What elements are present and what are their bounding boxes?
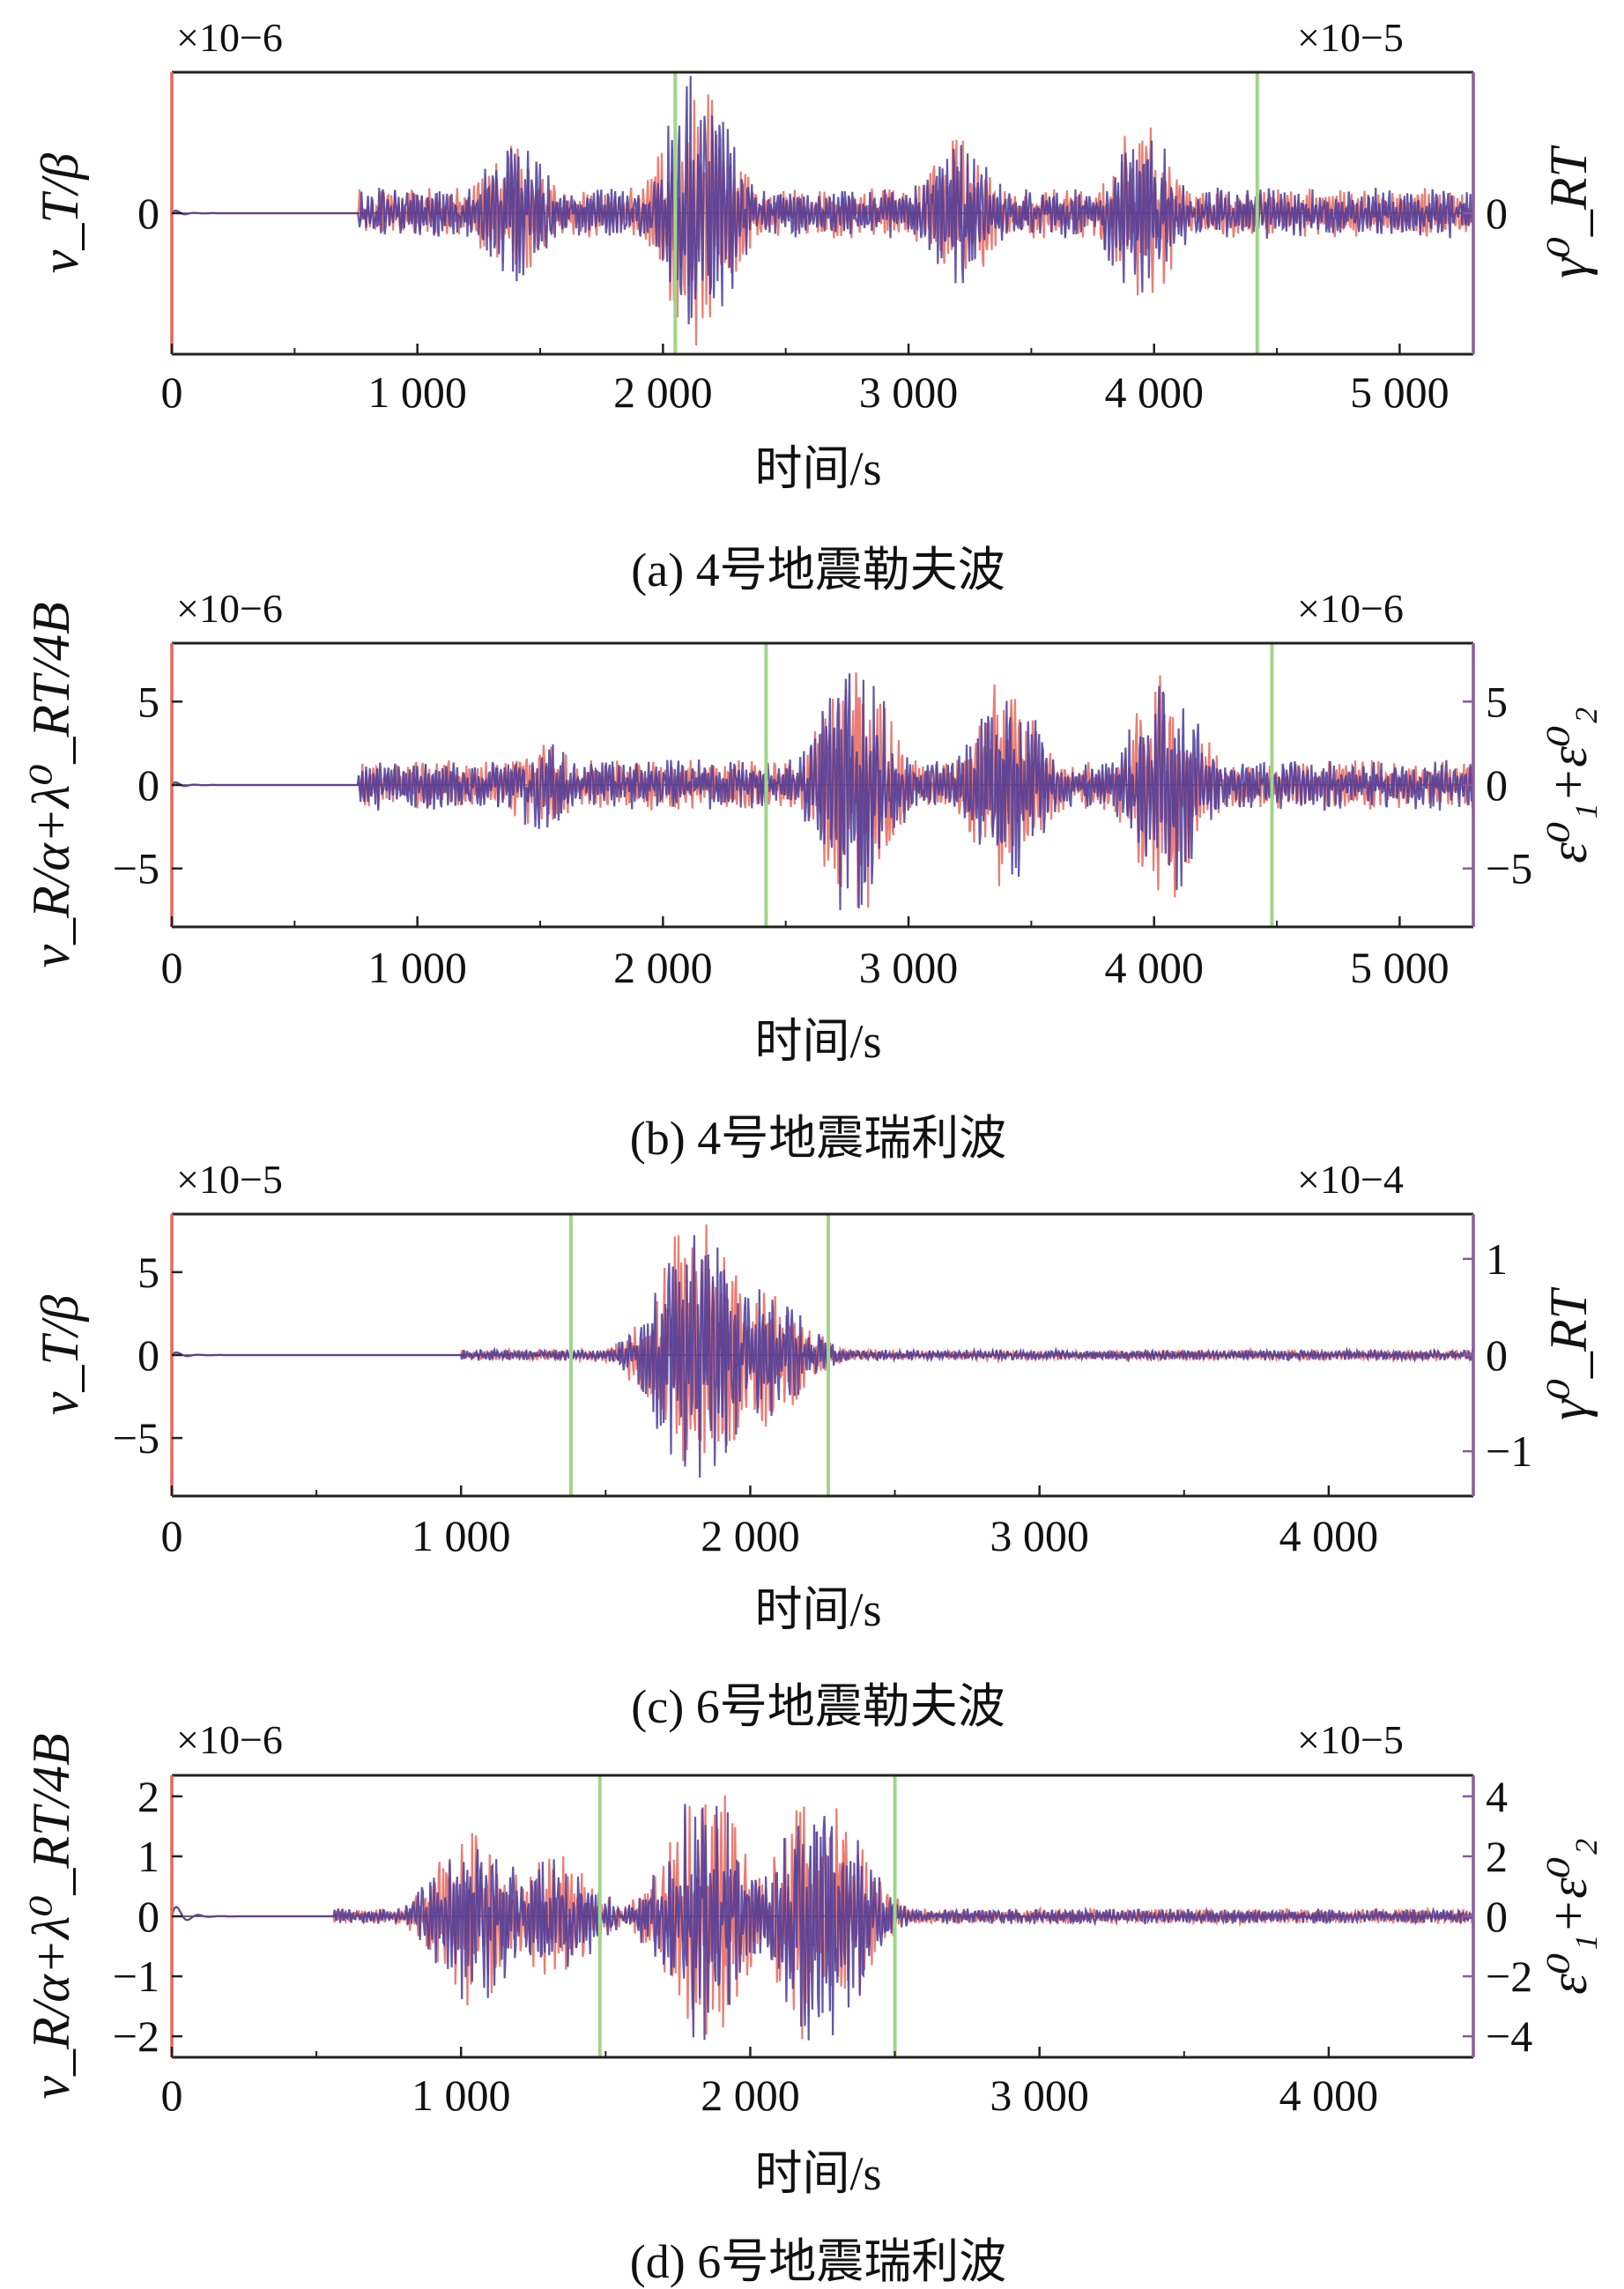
series-blue-line (172, 1234, 1473, 1478)
x-axis-label: 时间/s (754, 2147, 881, 2200)
y-axis-label-right: ε⁰₁+ε⁰₂ (1539, 707, 1598, 863)
series-blue-line (172, 673, 1473, 911)
x-tick-label: 0 (161, 943, 183, 992)
y-tick-label-left: −5 (113, 844, 159, 893)
y-tick-label-left: 0 (137, 760, 159, 810)
x-tick-label: 4 000 (1279, 1511, 1379, 1560)
y-tick-label-right: 5 (1486, 677, 1508, 726)
y-tick-label-right: 0 (1486, 760, 1508, 810)
series-blue-line (172, 1804, 1473, 2041)
right-axis-multiplier: ×10−5 (1297, 1717, 1404, 1762)
right-axis-multiplier: ×10−4 (1297, 1157, 1404, 1202)
x-tick-label: 1 000 (367, 367, 467, 417)
y-tick-label-left: 0 (137, 189, 159, 238)
y-tick-label-right: −4 (1486, 2011, 1532, 2061)
y-axis-label-right: γ⁰_RT (1539, 1287, 1598, 1420)
x-tick-label: 0 (161, 1511, 183, 1560)
x-tick-label: 2 000 (613, 367, 713, 417)
x-tick-label: 2 000 (701, 2070, 800, 2120)
y-axis-label-left: v_R/α+λ⁰_RT/4B (22, 1733, 80, 2099)
x-tick-label: 3 000 (859, 367, 959, 417)
y-tick-label-right: −1 (1486, 1426, 1532, 1476)
y-axis-label-left: v_T/β (31, 1295, 89, 1416)
y-tick-label-left: 1 (137, 1832, 159, 1881)
right-axis-multiplier: ×10−6 (1297, 586, 1404, 631)
y-tick-label-right: 0 (1486, 1892, 1508, 1941)
x-tick-label: 0 (161, 2070, 183, 2120)
y-axis-label-right: ε⁰₁+ε⁰₂ (1539, 1838, 1598, 1995)
y-tick-label-left: 5 (137, 677, 159, 726)
y-tick-label-left: 0 (137, 1892, 159, 1941)
x-tick-label: 1 000 (412, 1511, 511, 1560)
plot-area (172, 76, 1473, 346)
x-axis-label: 时间/s (754, 1583, 881, 1636)
x-axis-label: 时间/s (754, 442, 881, 495)
left-axis-multiplier: ×10−6 (176, 586, 283, 631)
plot-area (172, 672, 1473, 911)
y-tick-label-left: 2 (137, 1772, 159, 1821)
chart-panel-a: 0 1 000 2 000 3 000 4 000 5 000 0 0 ×10−6 ×10−5 v_… (31, 15, 1598, 596)
x-tick-label: 4 000 (1279, 2070, 1379, 2120)
x-tick-label: 3 000 (990, 1511, 1089, 1560)
panel-caption: (d) 6号地震瑞利波 (630, 2235, 1006, 2288)
left-axis-multiplier: ×10−6 (176, 15, 283, 60)
y-tick-label-right: −5 (1486, 844, 1532, 893)
y-tick-label-right: 1 (1486, 1234, 1508, 1284)
x-tick-label: 3 000 (859, 943, 959, 992)
x-tick-label: 1 000 (412, 2070, 511, 2120)
y-tick-label-left: −2 (113, 2011, 159, 2061)
x-tick-label: 0 (161, 367, 183, 417)
x-tick-label: 3 000 (990, 2070, 1089, 2120)
x-tick-label: 5 000 (1350, 367, 1450, 417)
chart-panel-b: 0 1 000 2 000 3 000 4 000 5 000 5 0 −5 5 0 −5 ×10−6 ×… (22, 586, 1598, 1165)
panel-caption: (b) 4号地震瑞利波 (630, 1112, 1006, 1165)
y-tick-label-right: 4 (1486, 1772, 1508, 1821)
left-axis-multiplier: ×10−6 (176, 1717, 283, 1762)
y-tick-label-left: −5 (113, 1413, 159, 1463)
x-tick-label: 5 000 (1350, 943, 1450, 992)
left-axis-multiplier: ×10−5 (176, 1157, 283, 1202)
panel-caption: (a) 4号地震勒夫波 (631, 544, 1005, 596)
y-tick-label-right: −2 (1486, 1952, 1532, 2001)
x-axis-label: 时间/s (754, 1015, 881, 1068)
y-tick-label-right: 2 (1486, 1832, 1508, 1881)
y-axis-label-left: v_R/α+λ⁰_RT/4B (22, 602, 80, 967)
y-tick-label-left: 5 (137, 1248, 159, 1297)
plot-area (172, 1224, 1473, 1478)
y-tick-label-left: −1 (113, 1952, 159, 2001)
right-axis-multiplier: ×10−5 (1297, 15, 1404, 60)
x-tick-label: 4 000 (1104, 367, 1204, 417)
y-tick-label-right: 0 (1486, 189, 1508, 238)
y-tick-label-right: 0 (1486, 1330, 1508, 1380)
x-tick-label: 2 000 (701, 1511, 800, 1560)
y-tick-label-left: 0 (137, 1330, 159, 1380)
panel-caption: (c) 6号地震勒夫波 (631, 1680, 1005, 1733)
y-axis-label-right: γ⁰_RT (1539, 145, 1598, 278)
x-tick-label: 2 000 (613, 943, 713, 992)
x-tick-label: 1 000 (367, 943, 467, 992)
y-axis-label-left: v_T/β (31, 153, 89, 274)
x-tick-label: 4 000 (1104, 943, 1204, 992)
plot-area (172, 1795, 1473, 2041)
